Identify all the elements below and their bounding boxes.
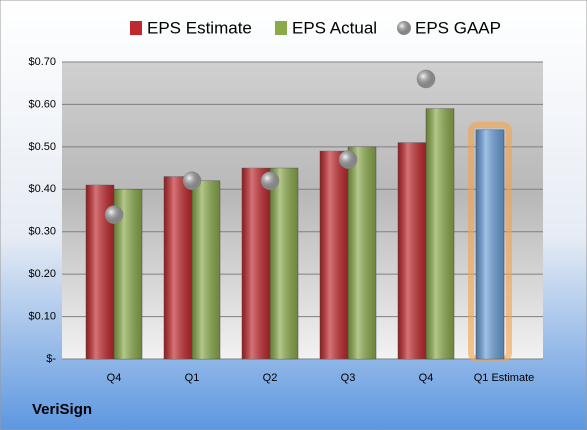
bar-group — [319, 150, 349, 360]
bar-group — [425, 108, 455, 360]
legend-label: EPS Actual — [292, 18, 377, 37]
bar-shine — [242, 168, 270, 359]
bar-shine — [348, 146, 376, 359]
bar-group — [191, 180, 221, 360]
bar-group — [347, 146, 377, 360]
bar-group — [475, 129, 505, 360]
gaap-shine — [417, 69, 435, 88]
bar-shine — [426, 108, 454, 360]
x-tick-label: Q1 Estimate — [474, 372, 535, 384]
y-tick-label: $- — [46, 353, 56, 365]
bar-shine — [192, 180, 220, 359]
bar-group — [241, 167, 271, 360]
x-tick-label: Q2 — [263, 372, 278, 384]
x-tick-label: Q1 — [185, 372, 200, 384]
gaap-shine — [105, 205, 123, 224]
x-tick-label: Q4 — [107, 372, 122, 384]
y-tick-label: $0.70 — [28, 56, 56, 68]
y-tick-label: $0.20 — [28, 268, 56, 280]
gaap-shine — [339, 150, 357, 169]
legend-shine — [397, 21, 411, 35]
gaap-shine — [261, 171, 279, 190]
x-tick-label: Q4 — [419, 372, 434, 384]
bar-shine — [320, 151, 348, 359]
legend-label: EPS Estimate — [147, 18, 252, 37]
y-tick-label: $0.40 — [28, 183, 56, 195]
bar-group — [269, 167, 299, 360]
bar-shine — [270, 168, 298, 359]
legend-swatch — [130, 21, 142, 35]
y-tick-label: $0.60 — [28, 98, 56, 110]
legend-swatch — [275, 21, 287, 35]
bar-shine — [398, 142, 426, 359]
y-tick-label: $0.50 — [28, 141, 56, 153]
gaap-shine — [183, 171, 201, 190]
bar-shine — [476, 129, 504, 359]
bar-shine — [164, 176, 192, 359]
bar-group — [163, 176, 193, 360]
y-tick-label: $0.10 — [28, 310, 56, 322]
bar-group — [397, 142, 427, 360]
legend-label: EPS GAAP — [415, 18, 501, 37]
y-tick-label: $0.30 — [28, 226, 56, 238]
company-label: VeriSign — [32, 401, 92, 418]
x-tick-label: Q3 — [341, 372, 356, 384]
